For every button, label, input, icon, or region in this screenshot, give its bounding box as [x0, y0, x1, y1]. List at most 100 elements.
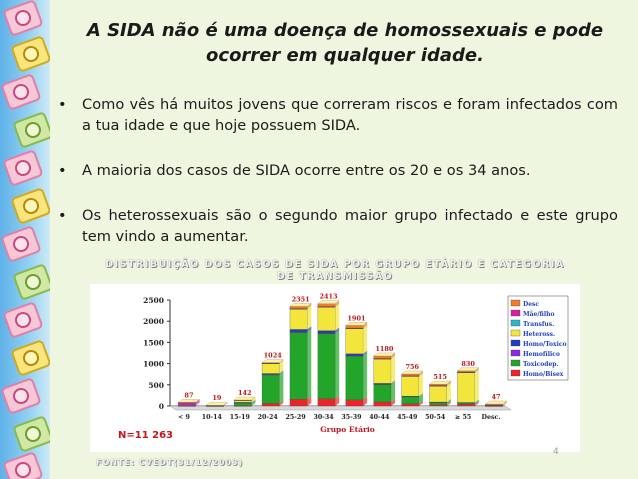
- bar-segment-side: [474, 367, 479, 373]
- bar-segment: [373, 401, 392, 407]
- bar-segment: [317, 306, 336, 331]
- page-number: 4: [553, 447, 559, 457]
- bar-segment: [345, 353, 364, 356]
- bar-segment-side: [363, 325, 368, 354]
- y-tick-label: 1000: [143, 360, 164, 369]
- bar-segment-side: [446, 382, 451, 403]
- bar-segment-side: [279, 371, 284, 375]
- chart-panel: 0 500 1000 1500 2000 2500 87 < 9 19 10-14 142 15-19…: [90, 284, 580, 452]
- legend-label: Homo/Toxico: [523, 341, 567, 348]
- bar-segment-side: [279, 360, 284, 364]
- legend-swatch: [510, 369, 521, 377]
- bullet-text: Como vês há muitos jovens que correram r…: [82, 96, 618, 134]
- bar-segment-side: [279, 371, 284, 404]
- bar-segment-side: [391, 355, 396, 359]
- bar-segment-side: [251, 399, 256, 406]
- bar-segment-side: [502, 402, 507, 406]
- bar-segment: [457, 372, 475, 403]
- bar-top: [345, 322, 368, 326]
- bar-segment: [289, 329, 308, 333]
- bullet-item: • Como vês há muitos jovens que correram…: [58, 94, 618, 136]
- bar-segment-side: [363, 396, 368, 406]
- bar-top: [457, 367, 480, 371]
- source-footer: FONTE: CVEDT(31/12/2003): [96, 458, 244, 467]
- bar-top: [205, 402, 228, 406]
- bar-segment-side: [474, 401, 479, 406]
- slide-title: A SIDA não é uma doença de homossexuais …: [86, 20, 604, 66]
- legend-swatch: [510, 339, 521, 347]
- bar-segment-side: [307, 305, 312, 309]
- bar-segment-side: [502, 402, 507, 406]
- bar-segment-side: [446, 399, 451, 403]
- bullet-symbol: •: [58, 207, 67, 224]
- bar-segment-side: [307, 396, 312, 406]
- bar-segment-side: [307, 329, 312, 400]
- bar-segment: [345, 355, 364, 401]
- bar-segment-side: [418, 373, 423, 397]
- bar-segment-side: [335, 395, 340, 406]
- bar-segment-side: [335, 303, 340, 331]
- bar-segment-side: [446, 399, 451, 405]
- bar-segment-side: [502, 402, 507, 406]
- bar-segment-side: [363, 352, 368, 356]
- bar-segment: [401, 403, 420, 407]
- bar-segment-side: [446, 401, 451, 406]
- bar-segment-side: [418, 372, 423, 377]
- bar-segment: [373, 355, 392, 359]
- bar-segment-side: [363, 322, 368, 329]
- legend-swatch: [510, 359, 521, 367]
- bar-segment: [429, 404, 448, 407]
- bar-segment-side: [418, 370, 423, 376]
- bar-top: [401, 370, 424, 375]
- y-tick-label: 1500: [143, 338, 164, 347]
- bar-segment-side: [251, 399, 256, 403]
- bar-segment-side: [391, 355, 396, 359]
- bar-segment: [457, 404, 475, 407]
- bar-total-label: 19: [212, 394, 222, 402]
- bar-segment-side: [195, 402, 200, 406]
- bar-segment: [373, 358, 392, 384]
- bar-segment-side: [418, 393, 423, 404]
- legend-label: Desc: [523, 301, 539, 308]
- bar-segment-side: [391, 380, 396, 385]
- bar-top: [289, 303, 312, 307]
- y-tick-label: 500: [148, 381, 164, 390]
- bullet-item: • A maioria dos casos de SIDA ocorre ent…: [58, 160, 618, 181]
- bar-segment-side: [195, 399, 200, 406]
- bar-segment-side: [474, 399, 479, 403]
- bar-total-label: 756: [406, 363, 420, 371]
- bar-segment-side: [418, 393, 423, 397]
- bar-segment-side: [418, 400, 423, 406]
- bar-total-label: 515: [433, 373, 447, 381]
- bar-top: [317, 300, 340, 304]
- x-axis-label: Grupo Etário: [320, 425, 375, 434]
- bar-segment-side: [335, 330, 340, 399]
- bar-segment-side: [335, 303, 340, 307]
- bar-segment: [317, 330, 336, 334]
- bar-segment: [289, 399, 308, 407]
- bar-segment-side: [502, 402, 507, 406]
- bar-segment: [401, 376, 420, 397]
- bar-total-label: 2413: [319, 293, 338, 301]
- decorative-condom-strip: [0, 0, 50, 479]
- bar-segment-side: [418, 393, 423, 397]
- bar-segment-side: [223, 402, 228, 406]
- legend-swatch: [510, 329, 521, 337]
- y-tick-label: 2000: [143, 317, 164, 326]
- bullet-list: • Como vês há muitos jovens que correram…: [58, 94, 618, 271]
- bar-segment: [401, 373, 420, 376]
- bar-segment: [373, 384, 392, 403]
- bar-segment-side: [391, 381, 396, 385]
- stacked-bar-chart: 0 500 1000 1500 2000 2500 87 < 9 19 10-14 142 15-19…: [118, 293, 569, 441]
- bar-segment-side: [502, 401, 507, 406]
- legend-label: Toxicodep.: [523, 361, 559, 368]
- bullet-symbol: •: [58, 96, 67, 113]
- x-tick-label: 20-24: [258, 414, 279, 421]
- legend-label: Mãe/filho: [523, 311, 555, 318]
- bar-segment-side: [279, 360, 284, 374]
- bar-segment: [289, 308, 308, 330]
- bar-segment: [345, 325, 364, 329]
- bar-total-label: 830: [461, 360, 475, 368]
- bar-segment-side: [223, 402, 228, 406]
- sample-size-annotation: N=11 263: [118, 430, 173, 441]
